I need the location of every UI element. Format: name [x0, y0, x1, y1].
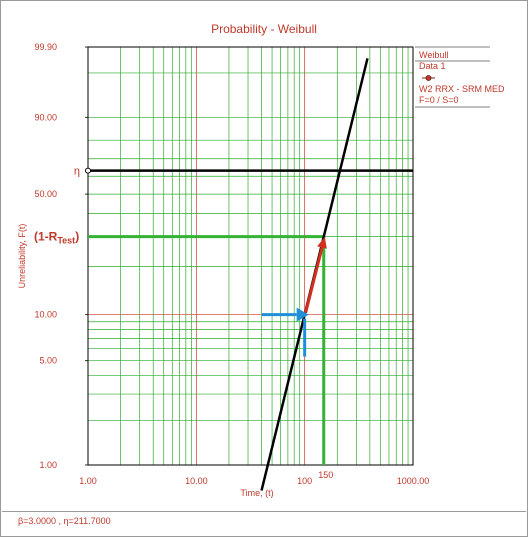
chart-title: Probability - Weibull: [211, 22, 317, 36]
plot-area-border: [87, 46, 414, 466]
blue-arrowhead: [296, 307, 309, 322]
legend-series-name: W2 RRX - SRM MED: [419, 84, 505, 94]
red-arrowhead: [317, 236, 327, 249]
legend-title: Weibull: [419, 50, 448, 60]
y-tick-label: 99.90: [34, 42, 57, 52]
y-tick-label: 50.00: [34, 189, 57, 199]
legend-dataset: Data 1: [419, 61, 446, 71]
legend-series-marker: [425, 75, 432, 81]
tick-labels: 1.00 10.00 100 1000.00 150 1.00 5.00 10.00 50.00…: [34, 42, 429, 486]
y-axis-label: Unreliability, F(t): [17, 224, 27, 289]
eta-marker: [85, 167, 91, 174]
red-arrow-shaft: [304, 240, 326, 313]
x-tick-label-t-test: 150: [318, 470, 333, 480]
r-test-label: (1-RTest): [34, 230, 79, 246]
x-tick-label: 10.00: [185, 476, 208, 486]
y-tick-label: 1.00: [39, 460, 57, 470]
y-tick-label: 10.00: [34, 310, 57, 320]
x-tick-label: 100: [297, 476, 312, 486]
legend-counts: F=0 / S=0: [419, 95, 459, 105]
grid: [87, 46, 414, 466]
x-axis-label: Time, (t): [240, 488, 273, 498]
x-tick-label: 1000.00: [397, 476, 430, 486]
x-tick-label: 1.00: [79, 476, 97, 486]
overlays: η (1-RTest): [34, 58, 413, 491]
footer-bar: β=3.0000 , η=211.7000: [2, 511, 526, 536]
y-tick-label: 90.00: [34, 112, 57, 122]
eta-label: η: [74, 166, 80, 178]
y-tick-label: 5.00: [39, 356, 57, 366]
parameter-readout: β=3.0000 , η=211.7000: [18, 516, 111, 526]
